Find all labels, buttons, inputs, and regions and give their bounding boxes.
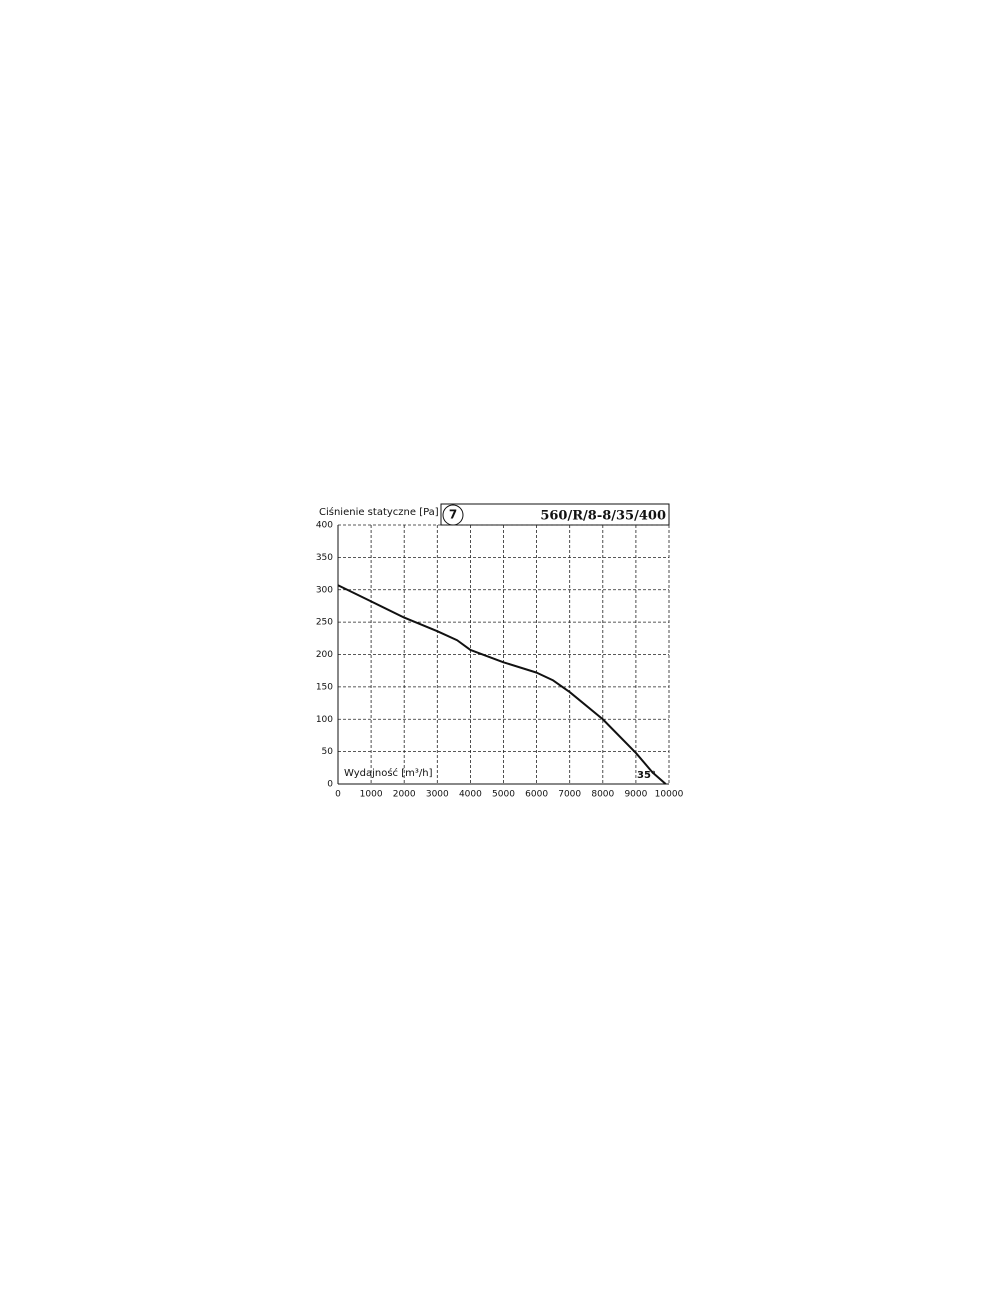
y-tick-label: 100 xyxy=(316,715,333,725)
x-axis-title: Wydajność [m³/h] xyxy=(344,767,433,779)
y-tick-label: 50 xyxy=(322,747,334,757)
y-tick-label: 300 xyxy=(316,585,333,595)
annotation: 35° xyxy=(637,770,656,781)
x-tick-label: 1000 xyxy=(360,790,383,800)
x-tick-label: 9000 xyxy=(624,790,647,800)
y-tick-label: 200 xyxy=(316,650,333,660)
curve xyxy=(337,584,667,785)
x-tick-label: 3000 xyxy=(426,790,449,800)
x-tick-label: 4000 xyxy=(459,790,482,800)
y-tick-label: 400 xyxy=(316,521,333,531)
x-tick-label: 7000 xyxy=(558,790,581,800)
x-tick-label: 5000 xyxy=(492,790,515,800)
y-tick-label: 0 xyxy=(327,780,333,790)
y-tick-label: 150 xyxy=(316,682,333,692)
y-axis-title: Ciśnienie statyczne [Pa] xyxy=(319,506,439,518)
y-tick-label: 350 xyxy=(316,553,333,563)
x-tick-label: 2000 xyxy=(393,790,416,800)
x-tick-label: 6000 xyxy=(525,790,548,800)
x-tick-label: 8000 xyxy=(591,790,614,800)
x-tick-label: 10000 xyxy=(655,790,684,800)
y-tick-label: 250 xyxy=(316,618,333,628)
badge: 7 xyxy=(449,508,457,522)
model: 560/R/8-8/35/400 xyxy=(540,509,666,524)
x-tick-label: 0 xyxy=(335,790,341,800)
